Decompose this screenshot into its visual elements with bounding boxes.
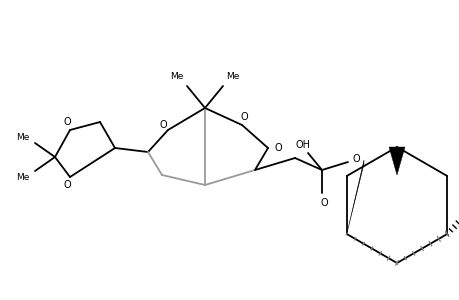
Text: O: O [319,198,327,208]
Text: Me: Me [170,71,183,80]
Polygon shape [388,147,404,175]
Polygon shape [346,160,363,234]
Text: O: O [352,154,359,164]
Text: O: O [63,180,71,190]
Text: OH: OH [295,140,310,150]
Text: O: O [63,117,71,127]
Text: Me: Me [16,133,30,142]
Text: O: O [274,143,281,153]
Text: O: O [240,112,247,122]
Text: Me: Me [226,71,239,80]
Text: Me: Me [16,172,30,182]
Text: O: O [159,120,167,130]
